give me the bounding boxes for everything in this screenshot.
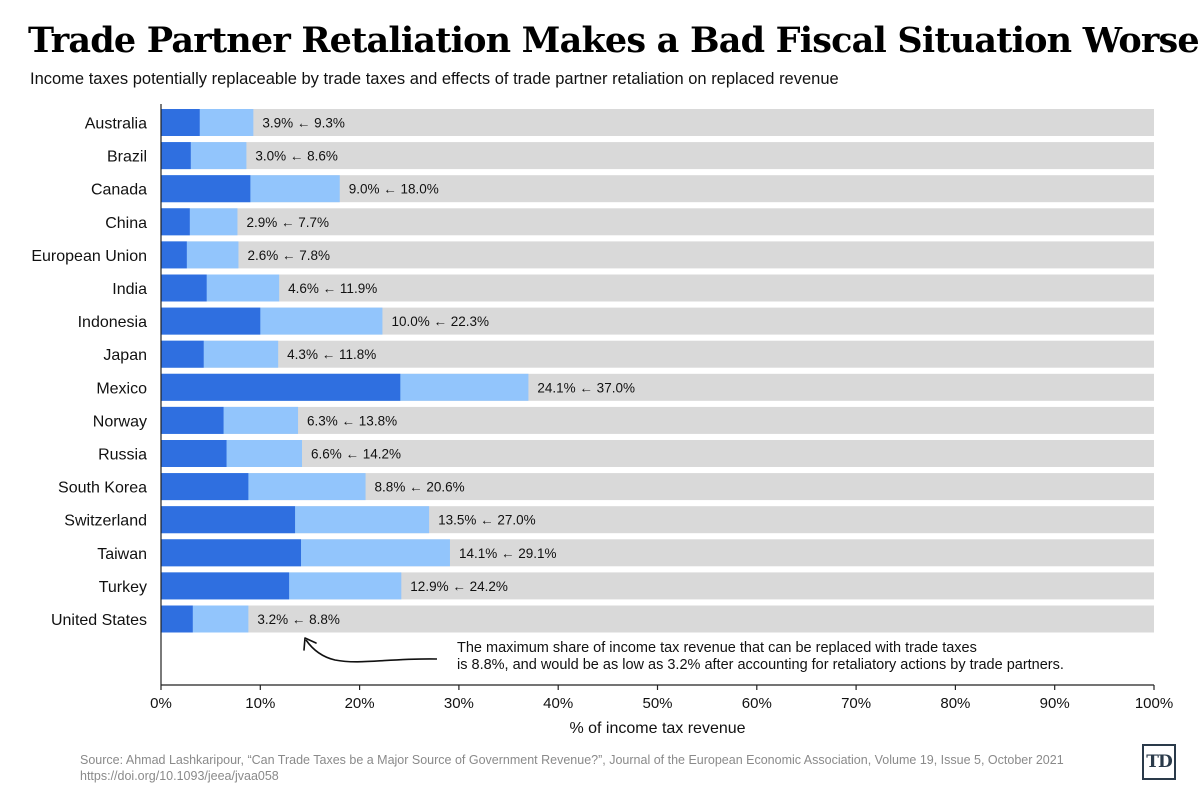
bar-value-label: 4.3% ← 11.8% <box>287 347 376 362</box>
background-bar-japan <box>161 340 1154 368</box>
bar-value-label: 12.9% ← 24.2% <box>410 579 508 594</box>
annotation-arrow <box>305 639 438 663</box>
x-tick-label: 0% <box>150 695 172 712</box>
category-label: Switzerland <box>64 513 147 530</box>
category-label: Canada <box>91 182 147 199</box>
bar-after-retaliation-turkey <box>161 572 290 600</box>
x-axis-title: % of income tax revenue <box>569 720 745 737</box>
bar-after-retaliation-india <box>161 274 207 302</box>
annotation-arrowhead <box>303 637 317 651</box>
bar-after-retaliation-european-union <box>161 241 187 269</box>
annotation-line-1: The maximum share of income tax revenue … <box>457 640 977 656</box>
category-label: Mexico <box>96 380 147 397</box>
x-tick-label: 70% <box>841 695 871 712</box>
bar-value-label: 6.3% ← 13.8% <box>307 413 397 428</box>
bar-after-retaliation-japan <box>161 340 204 368</box>
bar-value-label: 4.6% ← 11.9% <box>288 281 377 296</box>
bar-value-label: 9.0% ← 18.0% <box>349 182 439 197</box>
category-label: Russia <box>98 447 147 464</box>
category-label: Indonesia <box>78 314 147 331</box>
x-tick-label: 100% <box>1135 695 1173 712</box>
bar-value-label: 14.1% ← 29.1% <box>459 546 557 561</box>
x-tick-label: 30% <box>444 695 474 712</box>
source-note: Source: Ahmad Lashkaripour, “Can Trade T… <box>80 752 1064 784</box>
background-bar-india <box>161 274 1154 302</box>
category-label: Japan <box>103 347 147 364</box>
x-tick-label: 50% <box>642 695 672 712</box>
background-bar-australia <box>161 109 1154 136</box>
source-doi: https://doi.org/10.1093/jeea/jvaa058 <box>80 769 279 783</box>
x-tick-label: 20% <box>345 695 375 712</box>
bar-value-label: 6.6% ← 14.2% <box>311 447 401 462</box>
bar-value-label: 3.9% ← 9.3% <box>262 116 345 131</box>
bar-value-label: 2.9% ← 7.7% <box>246 215 329 230</box>
bar-value-label: 3.2% ← 8.8% <box>257 612 340 627</box>
source-citation: Source: Ahmad Lashkaripour, “Can Trade T… <box>80 753 1064 767</box>
bar-value-label: 8.8% ← 20.6% <box>375 480 465 495</box>
x-tick-label: 80% <box>940 695 970 712</box>
x-tick-label: 60% <box>742 695 772 712</box>
td-logo: TD <box>1142 744 1176 780</box>
bar-after-retaliation-norway <box>161 406 224 434</box>
bar-after-retaliation-switzerland <box>161 506 296 534</box>
category-label: India <box>112 281 147 298</box>
category-label: Australia <box>85 116 147 133</box>
x-tick-label: 40% <box>543 695 573 712</box>
category-label: South Korea <box>58 480 147 497</box>
background-bar-norway <box>161 406 1154 434</box>
category-label: Brazil <box>107 149 147 166</box>
category-label: Norway <box>93 413 147 430</box>
background-bar-china <box>161 208 1154 236</box>
bar-after-retaliation-russia <box>161 440 227 467</box>
bar-value-label: 3.0% ← 8.6% <box>255 149 338 164</box>
bar-after-retaliation-indonesia <box>161 307 261 335</box>
chart-subtitle: Income taxes potentially replaceable by … <box>30 70 839 88</box>
bar-after-retaliation-australia <box>161 109 200 136</box>
bar-after-retaliation-united-states <box>161 605 193 633</box>
annotation-line-2: is 8.8%, and would be as low as 3.2% aft… <box>457 657 1064 673</box>
background-bar-russia <box>161 440 1154 467</box>
bar-value-label: 10.0% ← 22.3% <box>391 314 489 329</box>
background-bar-brazil <box>161 142 1154 170</box>
category-label: United States <box>51 612 147 629</box>
bar-value-label: 13.5% ← 27.0% <box>438 513 536 528</box>
x-tick-label: 90% <box>1040 695 1070 712</box>
category-label: Taiwan <box>97 546 147 563</box>
bar-after-retaliation-mexico <box>161 373 401 401</box>
x-tick-label: 10% <box>245 695 275 712</box>
chart-title: Trade Partner Retaliation Makes a Bad Fi… <box>28 20 1199 61</box>
bar-after-retaliation-canada <box>161 175 251 203</box>
background-bar-european-union <box>161 241 1154 269</box>
bar-value-label: 24.1% ← 37.0% <box>537 380 635 395</box>
bar-chart: 3.9% ← 9.3% Australia 3.0% ← 8.6% Brazil 9.0… <box>31 104 1173 737</box>
bar-value-label: 2.6% ← 7.8% <box>247 248 330 263</box>
logo-text: TD <box>1146 752 1172 772</box>
bar-after-retaliation-south-korea <box>161 473 249 501</box>
bar-after-retaliation-taiwan <box>161 539 302 567</box>
background-bar-united-states <box>161 605 1154 633</box>
category-label: China <box>105 215 147 232</box>
bar-after-retaliation-china <box>161 208 190 236</box>
category-label: European Union <box>31 248 147 265</box>
bar-after-retaliation-brazil <box>161 142 191 170</box>
category-label: Turkey <box>99 579 147 596</box>
